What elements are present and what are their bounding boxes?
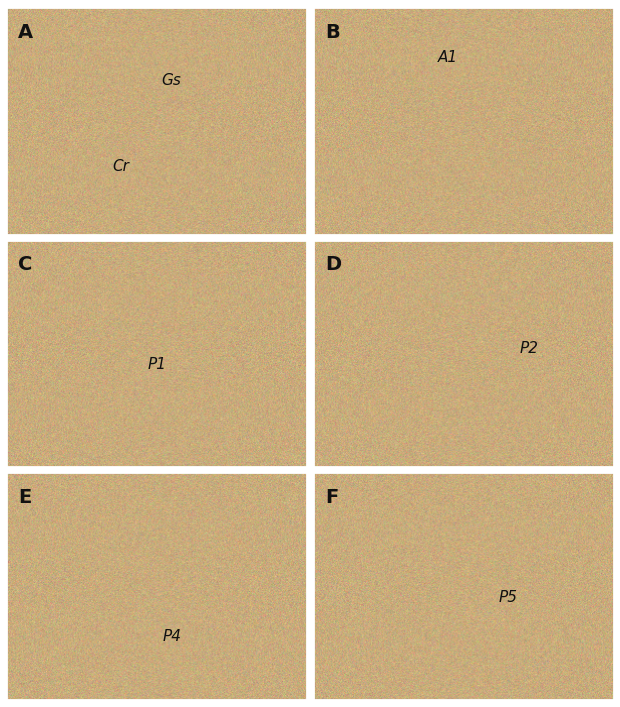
Text: D: D: [325, 255, 341, 274]
Text: P5: P5: [499, 590, 518, 605]
Text: A: A: [18, 23, 33, 42]
Text: F: F: [325, 488, 339, 507]
Text: E: E: [18, 488, 32, 507]
Text: P2: P2: [520, 341, 539, 356]
Text: C: C: [18, 255, 33, 274]
Text: A1: A1: [438, 49, 458, 65]
Text: P1: P1: [147, 358, 166, 373]
Text: P4: P4: [162, 629, 181, 643]
Text: B: B: [325, 23, 340, 42]
Text: Cr: Cr: [112, 159, 129, 174]
Text: Gs: Gs: [162, 73, 182, 88]
